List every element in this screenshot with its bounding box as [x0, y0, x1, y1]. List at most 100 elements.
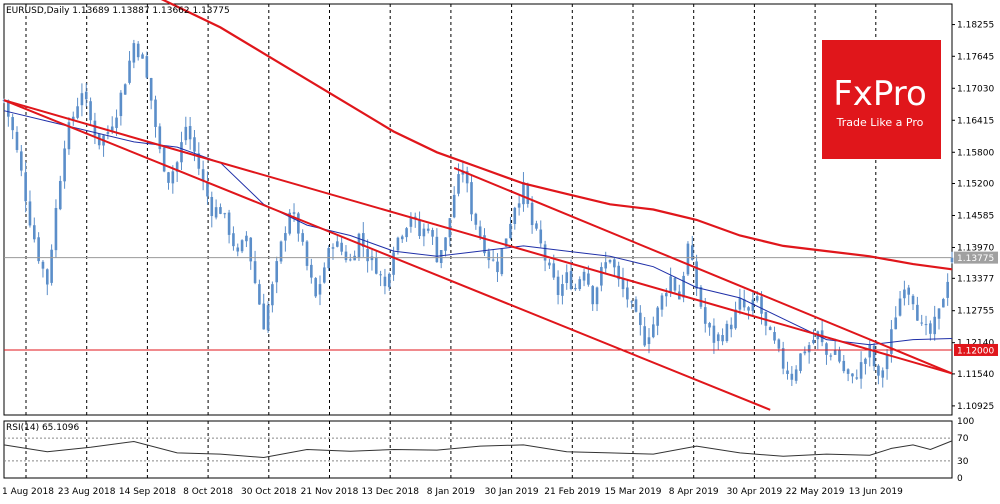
candle-body	[474, 213, 478, 225]
candle-body	[920, 322, 923, 324]
candle-body	[807, 345, 811, 353]
candle-body	[374, 257, 378, 274]
candle-body	[444, 237, 447, 251]
x-tick-label: 30 Jan 2019	[485, 487, 539, 497]
candle-body	[673, 277, 677, 291]
candle-body	[846, 369, 850, 374]
candle-body	[249, 237, 253, 262]
candle-body	[123, 84, 127, 95]
candle-body	[58, 180, 62, 210]
candle-body	[20, 151, 23, 171]
x-tick-label: 30 Apr 2019	[727, 487, 783, 497]
candle-body	[240, 240, 244, 252]
channel-lower-line	[3, 99, 771, 411]
current-price-tag	[954, 251, 998, 264]
y-tick-label: 1.16415	[957, 116, 994, 126]
candle-body	[552, 263, 556, 278]
candle-body	[318, 284, 322, 295]
candle-body	[734, 309, 737, 329]
x-tick-label: 30 Oct 2018	[241, 487, 297, 497]
candle-body	[266, 305, 270, 331]
candle-body	[149, 77, 153, 101]
candle-body	[110, 126, 114, 131]
candle-body	[574, 287, 577, 290]
candle-body	[794, 369, 798, 381]
candle-body	[279, 241, 283, 262]
candle-body	[284, 233, 287, 241]
channel-upper-line	[453, 166, 953, 375]
candle-body	[643, 326, 646, 346]
x-tick-label: 13 Jun 2019	[849, 487, 903, 497]
x-tick-label: 22 May 2019	[786, 487, 845, 497]
y-tick-label: 1.11540	[957, 370, 994, 380]
candle-body	[409, 217, 413, 227]
candle-body	[76, 106, 79, 118]
candle-body	[193, 137, 196, 152]
level-price-tag	[954, 343, 998, 356]
candle-body	[383, 276, 387, 287]
candle-body	[708, 323, 711, 328]
candle-body	[825, 343, 828, 355]
candle-body	[833, 349, 837, 355]
candle-body	[41, 261, 45, 269]
symbol-header: EURUSD,Daily 1.13689 1.13887 1.13662 1.1…	[6, 6, 230, 16]
candle-body	[656, 307, 659, 326]
y-tick-label: 1.14585	[957, 211, 994, 221]
candle-body	[639, 312, 642, 325]
candle-body	[392, 252, 395, 275]
candle-body	[929, 323, 932, 334]
candle-body	[786, 370, 789, 374]
candle-body	[652, 324, 655, 338]
candle-body	[201, 169, 205, 182]
rsi-tick-70: 70	[957, 434, 969, 444]
candle-body	[7, 100, 10, 117]
y-tick-label: 1.10925	[957, 402, 994, 412]
candle-body	[535, 223, 538, 229]
candle-body	[400, 236, 404, 240]
candle-body	[426, 228, 430, 231]
brand-tagline: Trade Like a Pro	[836, 116, 924, 129]
candle-body	[855, 377, 859, 379]
candle-body	[890, 329, 893, 354]
candle-body	[314, 278, 317, 297]
candle-body	[188, 126, 192, 140]
candle-body	[942, 299, 945, 308]
rsi-tick-0: 0	[957, 474, 963, 484]
brand-background	[822, 40, 941, 159]
candle-body	[881, 370, 885, 378]
level-price-tag-label: 1.12000	[957, 346, 994, 356]
candle-body	[872, 345, 876, 367]
candle-body	[898, 298, 902, 316]
candle-body	[621, 278, 625, 290]
candle-body	[461, 170, 465, 175]
candle-body	[903, 289, 906, 299]
candle-body	[504, 238, 508, 247]
brand-box: FxPro Trade Like a Pro	[822, 40, 941, 159]
candle-body	[496, 261, 499, 273]
candle-body	[773, 332, 776, 341]
candle-body	[84, 91, 88, 100]
candle-body	[50, 249, 53, 283]
candle-body	[45, 269, 49, 285]
candle-body	[812, 339, 815, 344]
candle-body	[301, 233, 304, 242]
candle-body	[530, 202, 534, 226]
candle-body	[768, 327, 772, 331]
candle-body	[323, 267, 326, 283]
candle-body	[868, 344, 872, 358]
y-tick-label: 1.12140	[957, 339, 994, 349]
y-tick-label: 1.12755	[957, 307, 994, 317]
candle-body	[682, 275, 685, 298]
candle-body	[305, 241, 309, 266]
channel-middle-line	[3, 99, 953, 375]
candle-body	[859, 362, 863, 379]
candle-body	[418, 220, 421, 237]
candle-body	[742, 299, 746, 308]
candle-body	[548, 262, 551, 266]
candle-body	[292, 212, 296, 214]
x-tick-label: 8 Apr 2019	[669, 487, 719, 497]
candle-body	[171, 171, 175, 184]
x-tick-label: 21 Nov 2018	[301, 487, 359, 497]
candle-body	[470, 182, 473, 215]
